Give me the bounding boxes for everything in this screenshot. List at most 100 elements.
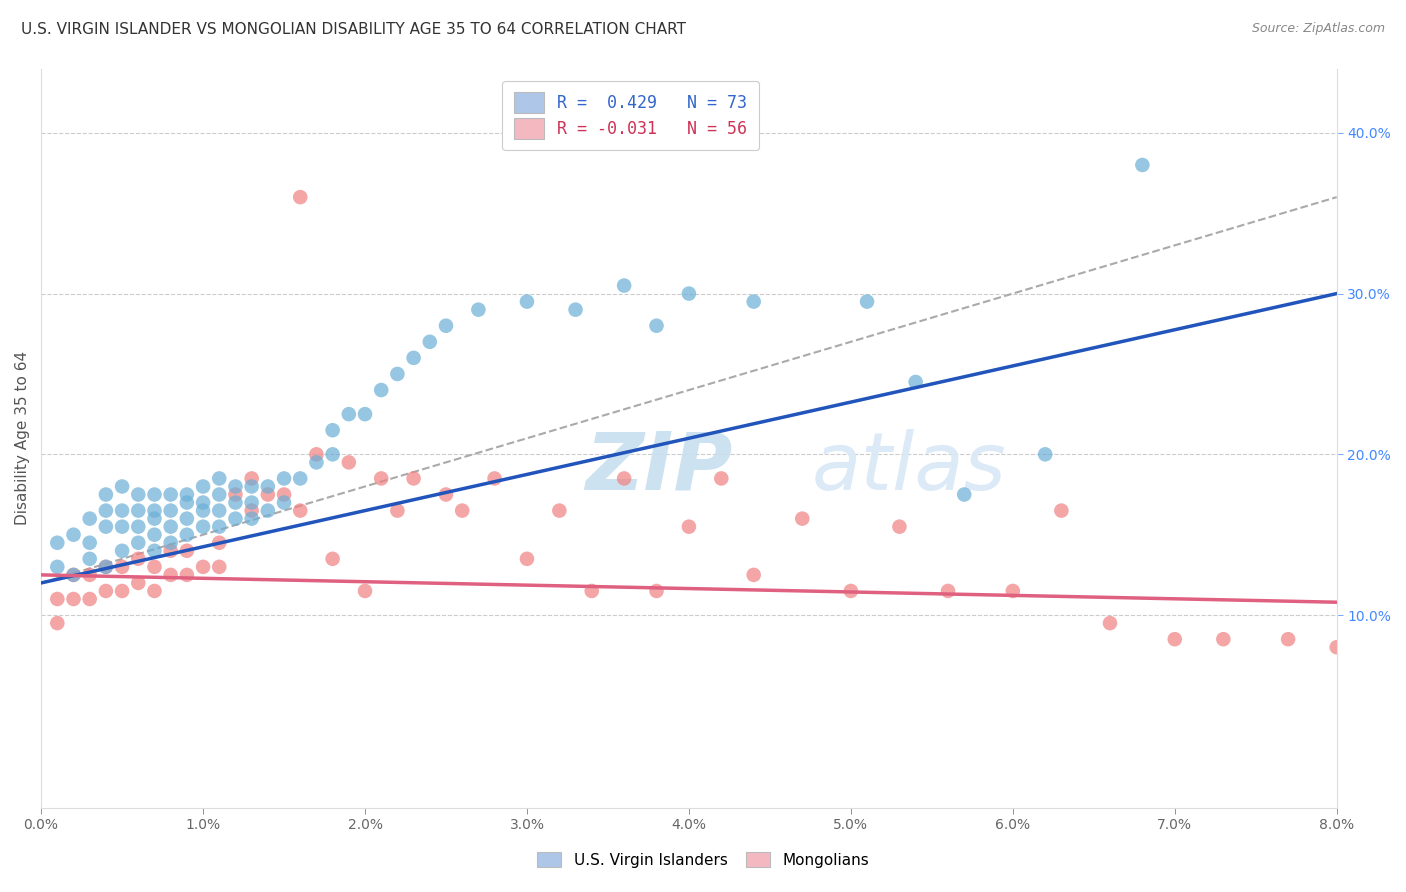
Point — [176, 567, 198, 582]
Point — [645, 318, 668, 333]
Point — [548, 503, 571, 517]
Point — [889, 519, 911, 533]
Point — [79, 511, 101, 525]
Point — [613, 278, 636, 293]
Point — [856, 294, 879, 309]
Point — [176, 543, 198, 558]
Point — [62, 567, 84, 582]
Point — [94, 584, 117, 599]
Point — [678, 519, 700, 533]
Point — [451, 503, 474, 517]
Point — [94, 503, 117, 517]
Point — [143, 559, 166, 574]
Point — [224, 511, 246, 525]
Point — [240, 479, 263, 493]
Point — [290, 503, 312, 517]
Point — [176, 527, 198, 541]
Point — [143, 487, 166, 501]
Point — [240, 503, 263, 517]
Point — [322, 551, 344, 566]
Point — [46, 535, 69, 549]
Point — [127, 487, 149, 501]
Legend: R =  0.429   N = 73, R = -0.031   N = 56: R = 0.429 N = 73, R = -0.031 N = 56 — [502, 80, 759, 151]
Point — [111, 584, 134, 599]
Point — [143, 584, 166, 599]
Point — [208, 503, 231, 517]
Point — [1277, 632, 1299, 647]
Point — [94, 559, 117, 574]
Point — [79, 592, 101, 607]
Point — [273, 471, 295, 485]
Point — [240, 495, 263, 509]
Point — [208, 535, 231, 549]
Point — [127, 519, 149, 533]
Point — [1098, 616, 1121, 631]
Point — [792, 511, 814, 525]
Point — [256, 487, 278, 501]
Point — [224, 495, 246, 509]
Point — [46, 559, 69, 574]
Point — [62, 567, 84, 582]
Point — [354, 407, 377, 421]
Point — [176, 487, 198, 501]
Point — [111, 479, 134, 493]
Point — [127, 503, 149, 517]
Point — [936, 584, 959, 599]
Point — [387, 367, 409, 381]
Point — [159, 503, 181, 517]
Point — [290, 190, 312, 204]
Point — [127, 551, 149, 566]
Point — [46, 592, 69, 607]
Point — [94, 559, 117, 574]
Point — [1212, 632, 1234, 647]
Point — [94, 487, 117, 501]
Point — [62, 527, 84, 541]
Point — [159, 487, 181, 501]
Point — [191, 495, 214, 509]
Point — [467, 302, 489, 317]
Point — [62, 592, 84, 607]
Point — [678, 286, 700, 301]
Point — [224, 487, 246, 501]
Point — [79, 567, 101, 582]
Point — [159, 535, 181, 549]
Point — [111, 543, 134, 558]
Point — [1130, 158, 1153, 172]
Point — [1001, 584, 1024, 599]
Point — [645, 584, 668, 599]
Point — [111, 503, 134, 517]
Point — [127, 576, 149, 591]
Text: ZIP: ZIP — [585, 429, 733, 507]
Point — [434, 487, 457, 501]
Point — [337, 455, 360, 469]
Point — [1326, 640, 1348, 655]
Point — [742, 294, 765, 309]
Point — [208, 471, 231, 485]
Point — [127, 535, 149, 549]
Point — [742, 567, 765, 582]
Text: atlas: atlas — [813, 429, 1007, 507]
Point — [143, 543, 166, 558]
Point — [143, 527, 166, 541]
Point — [581, 584, 603, 599]
Point — [322, 423, 344, 437]
Point — [273, 487, 295, 501]
Point — [240, 471, 263, 485]
Point — [111, 519, 134, 533]
Point — [191, 559, 214, 574]
Text: U.S. VIRGIN ISLANDER VS MONGOLIAN DISABILITY AGE 35 TO 64 CORRELATION CHART: U.S. VIRGIN ISLANDER VS MONGOLIAN DISABI… — [21, 22, 686, 37]
Point — [290, 471, 312, 485]
Point — [953, 487, 976, 501]
Point — [904, 375, 927, 389]
Point — [322, 447, 344, 461]
Text: Source: ZipAtlas.com: Source: ZipAtlas.com — [1251, 22, 1385, 36]
Point — [176, 511, 198, 525]
Point — [402, 351, 425, 365]
Point — [256, 503, 278, 517]
Point — [176, 495, 198, 509]
Point — [839, 584, 862, 599]
Point — [305, 447, 328, 461]
Point — [159, 543, 181, 558]
Point — [224, 479, 246, 493]
Point — [159, 567, 181, 582]
